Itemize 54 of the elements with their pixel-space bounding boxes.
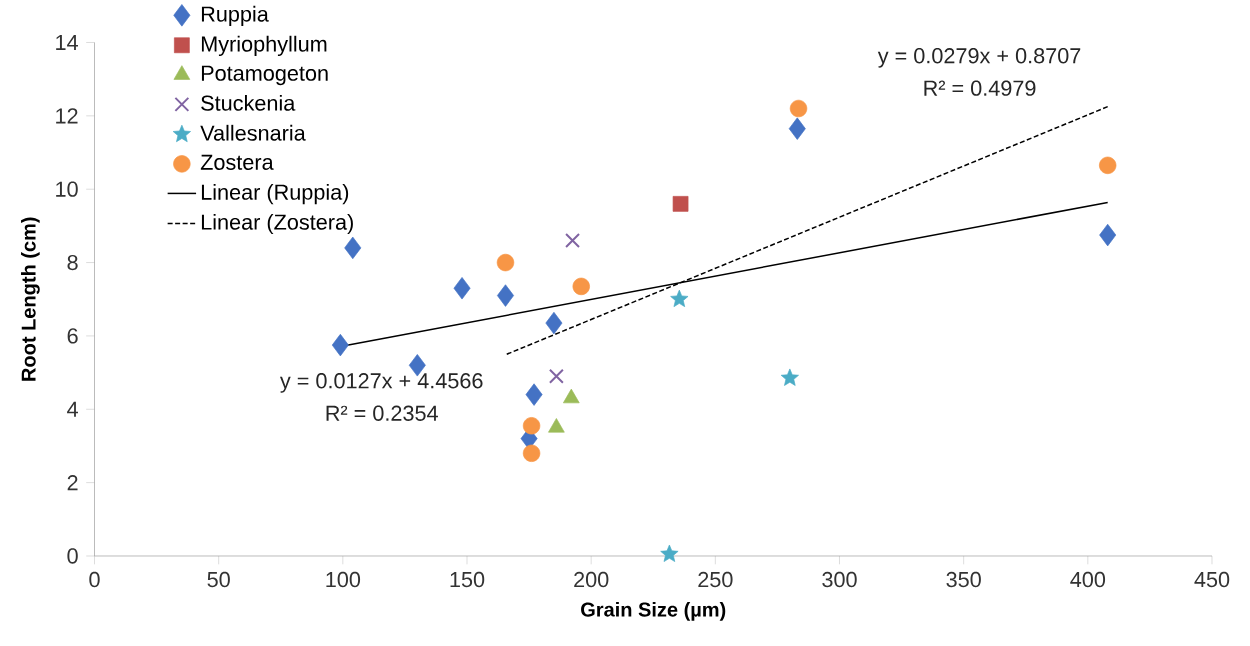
x-tick-label: 0 <box>89 571 100 588</box>
point <box>572 277 590 296</box>
point <box>788 117 806 140</box>
y-tick-label: 2 <box>67 475 78 491</box>
legend-label: Myriophyllum <box>201 35 327 56</box>
y-tick-label: 14 <box>56 35 78 50</box>
point <box>331 333 349 357</box>
point <box>563 388 580 404</box>
legend-label: Potamogeton <box>201 65 328 86</box>
point <box>525 383 543 406</box>
y-axis-title: Root Length (cm) <box>21 217 40 381</box>
legend-label: Stuckenia <box>201 94 296 111</box>
point <box>548 368 564 384</box>
x-tick-label: 250 <box>698 571 733 588</box>
x-tick-label: 200 <box>574 571 609 588</box>
legend-label: Linear (Ruppia) <box>201 183 349 205</box>
annotation: y = 0.0127x + 4.4566 <box>279 373 483 393</box>
legend-label: Linear (Zostera) <box>201 213 353 235</box>
x-tick-label: 350 <box>946 571 981 588</box>
x-tick-label: 300 <box>822 571 857 588</box>
x-tick-label: 50 <box>207 571 230 588</box>
y-tick-label: 8 <box>67 254 78 271</box>
point <box>780 368 799 386</box>
y-tick-label: 0 <box>67 548 78 564</box>
point <box>548 418 565 433</box>
point <box>1099 223 1117 247</box>
annotation: R² = 0.2354 <box>326 405 438 421</box>
point <box>545 311 563 335</box>
point <box>496 253 515 272</box>
y-tick-label: 12 <box>56 108 78 124</box>
point <box>789 99 808 118</box>
point <box>344 236 362 260</box>
point <box>660 544 679 562</box>
annotation: R² = 0.4979 <box>924 80 1036 96</box>
point <box>565 233 581 249</box>
point <box>497 284 514 307</box>
y-tick-label: 4 <box>67 401 78 417</box>
point <box>522 417 541 435</box>
point <box>1099 156 1117 175</box>
point <box>672 196 689 212</box>
x-tick-label: 150 <box>450 571 485 588</box>
x-tick-label: 100 <box>326 571 361 588</box>
legend-label: Zostera <box>200 154 274 170</box>
legend-label: Vallesnaria <box>200 124 306 141</box>
y-tick-label: 6 <box>67 328 78 344</box>
point <box>453 277 471 300</box>
point <box>670 289 689 307</box>
x-tick-label: 400 <box>1070 571 1106 588</box>
x-tick-label: 450 <box>1194 571 1230 588</box>
legend-label: Ruppia <box>201 5 269 27</box>
x-axis-title: Grain Size (µm) <box>581 602 726 621</box>
annotation: y = 0.0279x + 0.8707 <box>877 48 1081 68</box>
y-tick-label: 10 <box>56 181 78 197</box>
point <box>522 444 541 462</box>
